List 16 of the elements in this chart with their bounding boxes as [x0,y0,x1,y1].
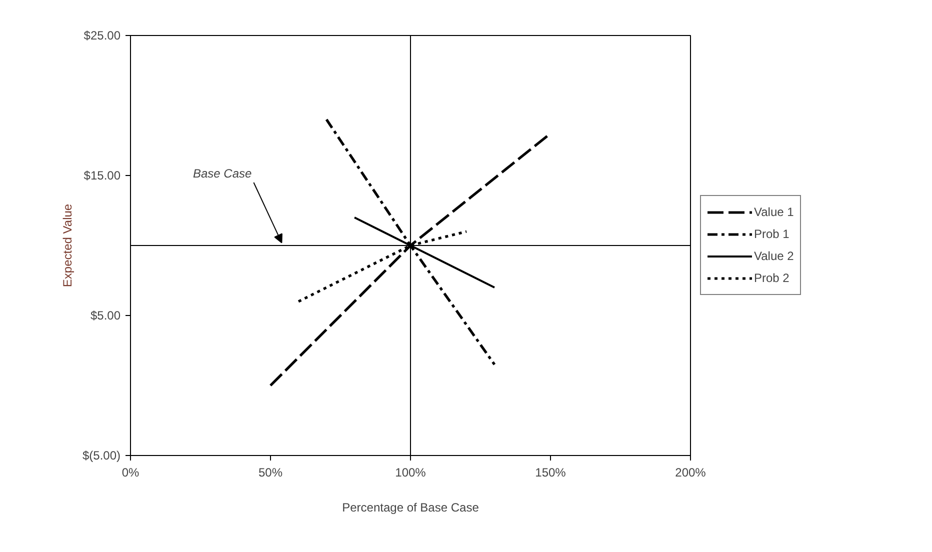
y-tick-label: $15.00 [84,168,121,182]
x-tick-label: 50% [258,466,283,480]
y-tick-label: $(5.00) [82,448,121,462]
x-tick-label: 100% [395,466,426,480]
legend-label: Value 2 [754,249,794,263]
legend-label: Prob 2 [754,271,790,285]
x-tick-label: 200% [675,466,706,480]
y-axis-title: Expected Value [60,204,74,288]
y-tick-label: $5.00 [90,308,121,322]
x-tick-label: 150% [535,466,566,480]
x-tick-label: 0% [122,466,140,480]
legend-label: Prob 1 [754,227,790,241]
annotation: Base Case [193,166,252,180]
x-axis-title: Percentage of Base Case [342,500,480,514]
legend-label: Value 1 [754,205,794,219]
y-tick-label: $25.00 [84,28,121,42]
